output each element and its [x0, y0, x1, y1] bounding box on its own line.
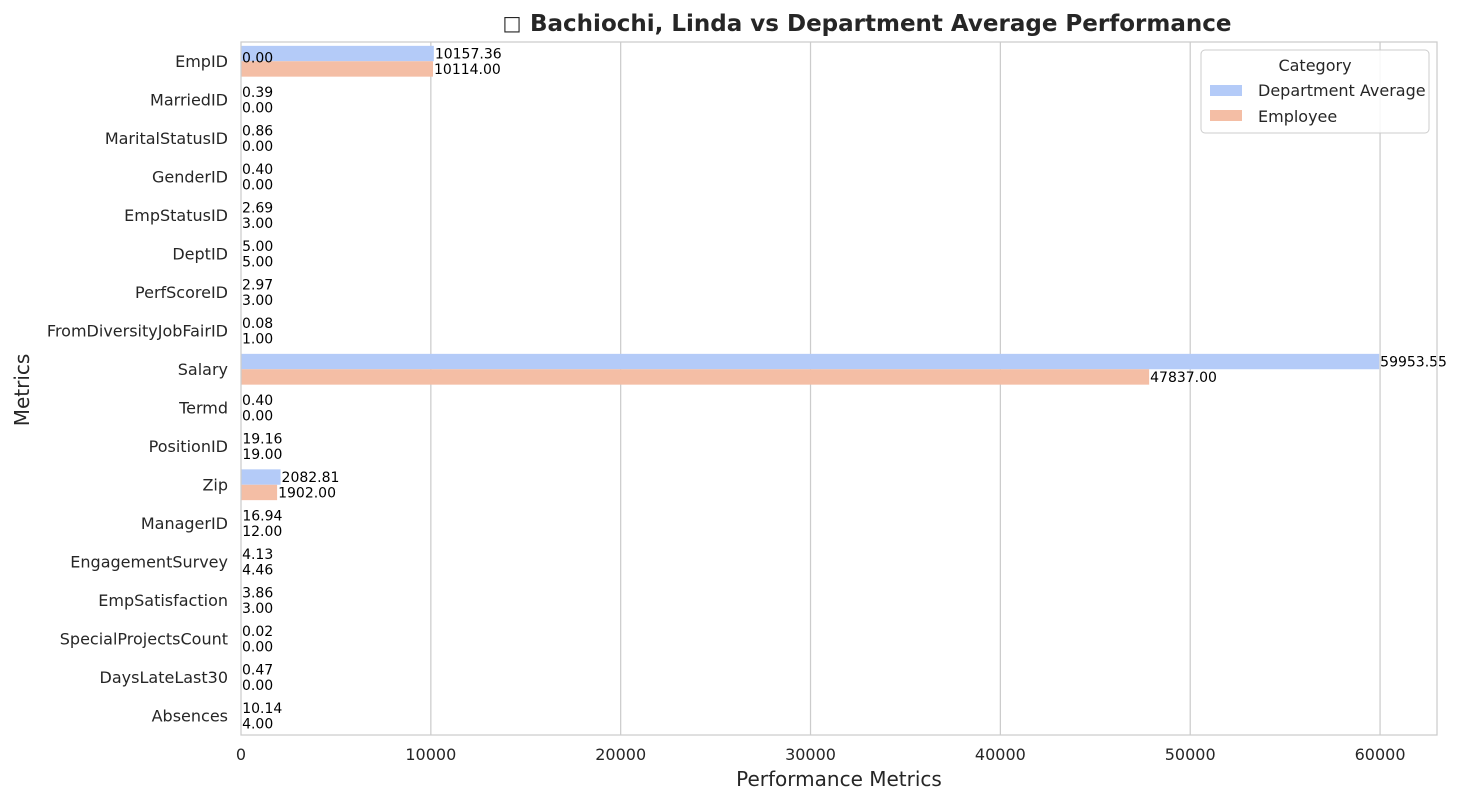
- bar-label-employee-empstatusid: 3.00: [242, 216, 273, 232]
- legend-label-employee: Employee: [1258, 107, 1337, 126]
- chart-title-group: □ Bachiochi, Linda vs Department Average…: [503, 11, 1232, 37]
- y-tick-label-termd: Termd: [178, 398, 228, 417]
- y-axis-ticks: EmpID MarriedID MaritalStatusID GenderID Emp…: [47, 52, 228, 726]
- bar-label-employee-salary: 47837.00: [1150, 370, 1217, 386]
- bar-label-department-average-deptid: 5.00: [242, 239, 273, 255]
- plot-frame: [240, 41, 1438, 736]
- y-tick-label-deptid: DeptID: [172, 244, 228, 263]
- bar-label-employee-fromdiversityjobfairid: 1.00: [242, 331, 273, 347]
- bar-label-department-average-termd: 0.40: [242, 393, 273, 409]
- y-tick-label-empsatisfaction: EmpSatisfaction: [98, 591, 228, 610]
- y-tick-label-engagementsurvey: EngagementSurvey: [70, 552, 228, 571]
- bar-label-employee-marriedid: 0.00: [242, 100, 273, 116]
- legend-title: Category: [1278, 56, 1351, 75]
- y-tick-label-specialprojectscount: SpecialProjectsCount: [60, 629, 228, 648]
- bar-label-department-average-genderid: 0.40: [242, 162, 273, 178]
- y-tick-label-maritalstatusid: MaritalStatusID: [105, 129, 228, 148]
- bar-label-employee-empsatisfaction: 3.00: [242, 601, 273, 617]
- x-tick-label-20000: 20000: [595, 745, 646, 764]
- bar-label-department-average-dayslatelast30: 0.47: [242, 663, 273, 679]
- bar-label-employee-maritalstatusid: 0.00: [242, 139, 273, 155]
- y-tick-label-perfscoreid: PerfScoreID: [135, 283, 228, 302]
- bar-employee-empid: [241, 61, 434, 77]
- bar-department-average-empid: [241, 45, 434, 62]
- extra-annotation-0: 0.00: [242, 50, 273, 66]
- legend-swatch-employee: [1210, 110, 1242, 121]
- y-tick-label-managerid: ManagerID: [141, 514, 228, 533]
- bar-label-department-average-positionid: 19.16: [242, 432, 282, 448]
- bar-labels: 10157.3610114.000.390.000.860.000.400.00…: [242, 47, 1447, 733]
- y-tick-label-genderid: GenderID: [152, 167, 228, 186]
- y-tick-label-marriedid: MarriedID: [150, 90, 228, 109]
- bar-label-department-average-salary: 59953.55: [1380, 355, 1447, 371]
- y-tick-label-dayslatelast30: DaysLateLast30: [100, 668, 228, 687]
- bar-department-average-zip: [241, 469, 281, 485]
- gridlines: [430, 42, 1381, 735]
- bar-label-employee-empid: 10114.00: [434, 62, 501, 78]
- bar-label-employee-perfscoreid: 3.00: [242, 293, 273, 309]
- bar-label-employee-managerid: 12.00: [242, 524, 282, 540]
- y-axis-label: Metrics: [10, 354, 34, 427]
- bar-label-department-average-zip: 2082.81: [282, 470, 340, 486]
- bar-label-employee-zip: 1902.00: [278, 485, 336, 501]
- bar-label-department-average-absences: 10.14: [242, 701, 282, 717]
- x-tick-label-40000: 40000: [975, 745, 1026, 764]
- bar-label-employee-positionid: 19.00: [242, 447, 282, 463]
- y-tick-label-positionid: PositionID: [149, 437, 228, 456]
- y-tick-label-empid: EmpID: [175, 52, 228, 71]
- bar-label-employee-genderid: 0.00: [242, 177, 273, 193]
- bar-label-department-average-marriedid: 0.39: [242, 85, 273, 101]
- bar-label-employee-dayslatelast30: 0.00: [242, 678, 273, 694]
- bar-label-department-average-engagementsurvey: 4.13: [242, 547, 273, 563]
- x-axis-label: Performance Metrics: [736, 767, 942, 791]
- bar-department-average-salary: [241, 353, 1380, 370]
- bar-label-department-average-perfscoreid: 2.97: [242, 278, 273, 294]
- bar-label-department-average-managerid: 16.94: [242, 509, 282, 525]
- legend-label-department-average: Department Average: [1258, 81, 1426, 100]
- y-tick-label-zip: Zip: [202, 475, 228, 494]
- x-tick-label-60000: 60000: [1355, 745, 1406, 764]
- bar-label-department-average-fromdiversityjobfairid: 0.08: [242, 316, 273, 332]
- title-emoji-icon: □: [503, 11, 522, 35]
- bar-label-employee-specialprojectscount: 0.00: [242, 639, 273, 655]
- bars: [241, 45, 1380, 732]
- x-tick-label-50000: 50000: [1165, 745, 1216, 764]
- y-tick-label-absences: Absences: [152, 706, 228, 725]
- bar-label-department-average-specialprojectscount: 0.02: [242, 624, 273, 640]
- legend-frame: [1200, 49, 1430, 134]
- y-tick-label-salary: Salary: [178, 360, 228, 379]
- x-axis-ticks: 0 10000 20000 30000 40000 50000 60000: [236, 745, 1406, 764]
- bar-label-department-average-empid: 10157.36: [435, 47, 502, 63]
- x-tick-label-0: 0: [236, 745, 246, 764]
- legend-swatch-department-average: [1210, 85, 1242, 96]
- bar-label-department-average-empstatusid: 2.69: [242, 201, 273, 217]
- bar-label-department-average-maritalstatusid: 0.86: [242, 124, 273, 140]
- legend: Category Department Average Employee: [1200, 49, 1430, 134]
- bar-label-employee-absences: 4.00: [242, 716, 273, 732]
- bar-label-employee-engagementsurvey: 4.46: [242, 562, 273, 578]
- bar-label-department-average-empsatisfaction: 3.86: [242, 586, 273, 602]
- y-tick-label-fromdiversityjobfairid: FromDiversityJobFairID: [47, 321, 228, 340]
- y-tick-label-empstatusid: EmpStatusID: [124, 206, 228, 225]
- bar-label-employee-termd: 0.00: [242, 408, 273, 424]
- x-tick-label-30000: 30000: [785, 745, 836, 764]
- bar-employee-salary: [241, 369, 1150, 385]
- bar-employee-zip: [241, 484, 278, 501]
- bar-label-employee-deptid: 5.00: [242, 254, 273, 270]
- chart-title: Bachiochi, Linda vs Department Average P…: [530, 11, 1231, 37]
- x-tick-label-10000: 10000: [405, 745, 456, 764]
